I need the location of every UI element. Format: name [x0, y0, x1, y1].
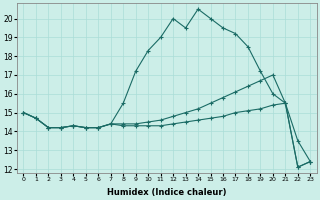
X-axis label: Humidex (Indice chaleur): Humidex (Indice chaleur)	[107, 188, 227, 197]
